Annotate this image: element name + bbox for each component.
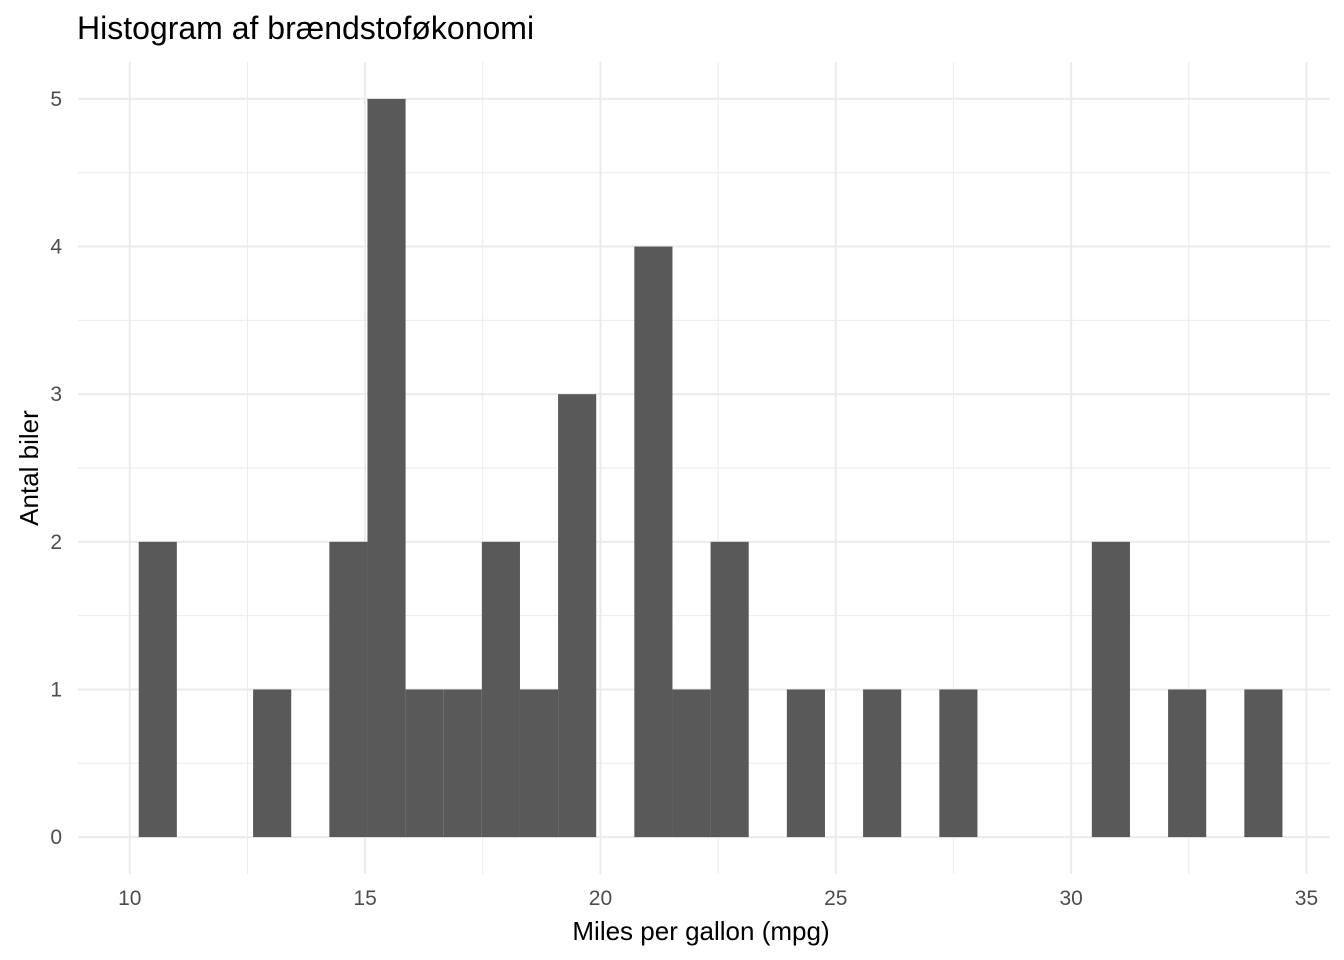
histogram-bar [634, 246, 673, 838]
histogram-bar [405, 689, 444, 838]
x-axis-title: Miles per gallon (mpg) [572, 916, 829, 946]
x-tick-label: 10 [118, 887, 141, 910]
histogram-bar [481, 541, 520, 838]
ticks-layer: 10 15 20 25 30 35 0 1 2 3 4 5 [50, 88, 1318, 910]
x-tick-label: 25 [824, 887, 847, 910]
histogram-bar [329, 541, 368, 838]
histogram-bar [138, 541, 177, 838]
histogram-bar [863, 689, 902, 838]
y-tick-label: 2 [50, 531, 62, 554]
histogram-bar [786, 689, 825, 838]
y-tick-label: 5 [50, 88, 62, 111]
histogram-bar [558, 394, 597, 838]
x-tick-label: 20 [589, 887, 612, 910]
histogram-bar [367, 98, 406, 838]
y-tick-label: 0 [50, 826, 62, 849]
x-tick-label: 30 [1059, 887, 1082, 910]
y-axis-title: Antal biler [14, 410, 44, 526]
histogram-bar [1244, 689, 1283, 838]
histogram-bar [939, 689, 978, 838]
histogram-bar [253, 689, 292, 838]
histogram-bar [710, 541, 749, 838]
histogram-bar [672, 689, 711, 838]
histogram-bar [1091, 541, 1130, 838]
x-tick-label: 35 [1295, 887, 1318, 910]
histogram-bar [443, 689, 482, 838]
x-tick-label: 15 [353, 887, 376, 910]
y-tick-label: 3 [50, 383, 62, 406]
histogram-bar [519, 689, 559, 838]
chart-title: Histogram af brændstoføkonomi [77, 10, 535, 46]
histogram-bar [1168, 689, 1207, 838]
bars-layer [138, 98, 1283, 838]
y-tick-label: 1 [50, 678, 62, 701]
y-tick-label: 4 [50, 236, 62, 259]
